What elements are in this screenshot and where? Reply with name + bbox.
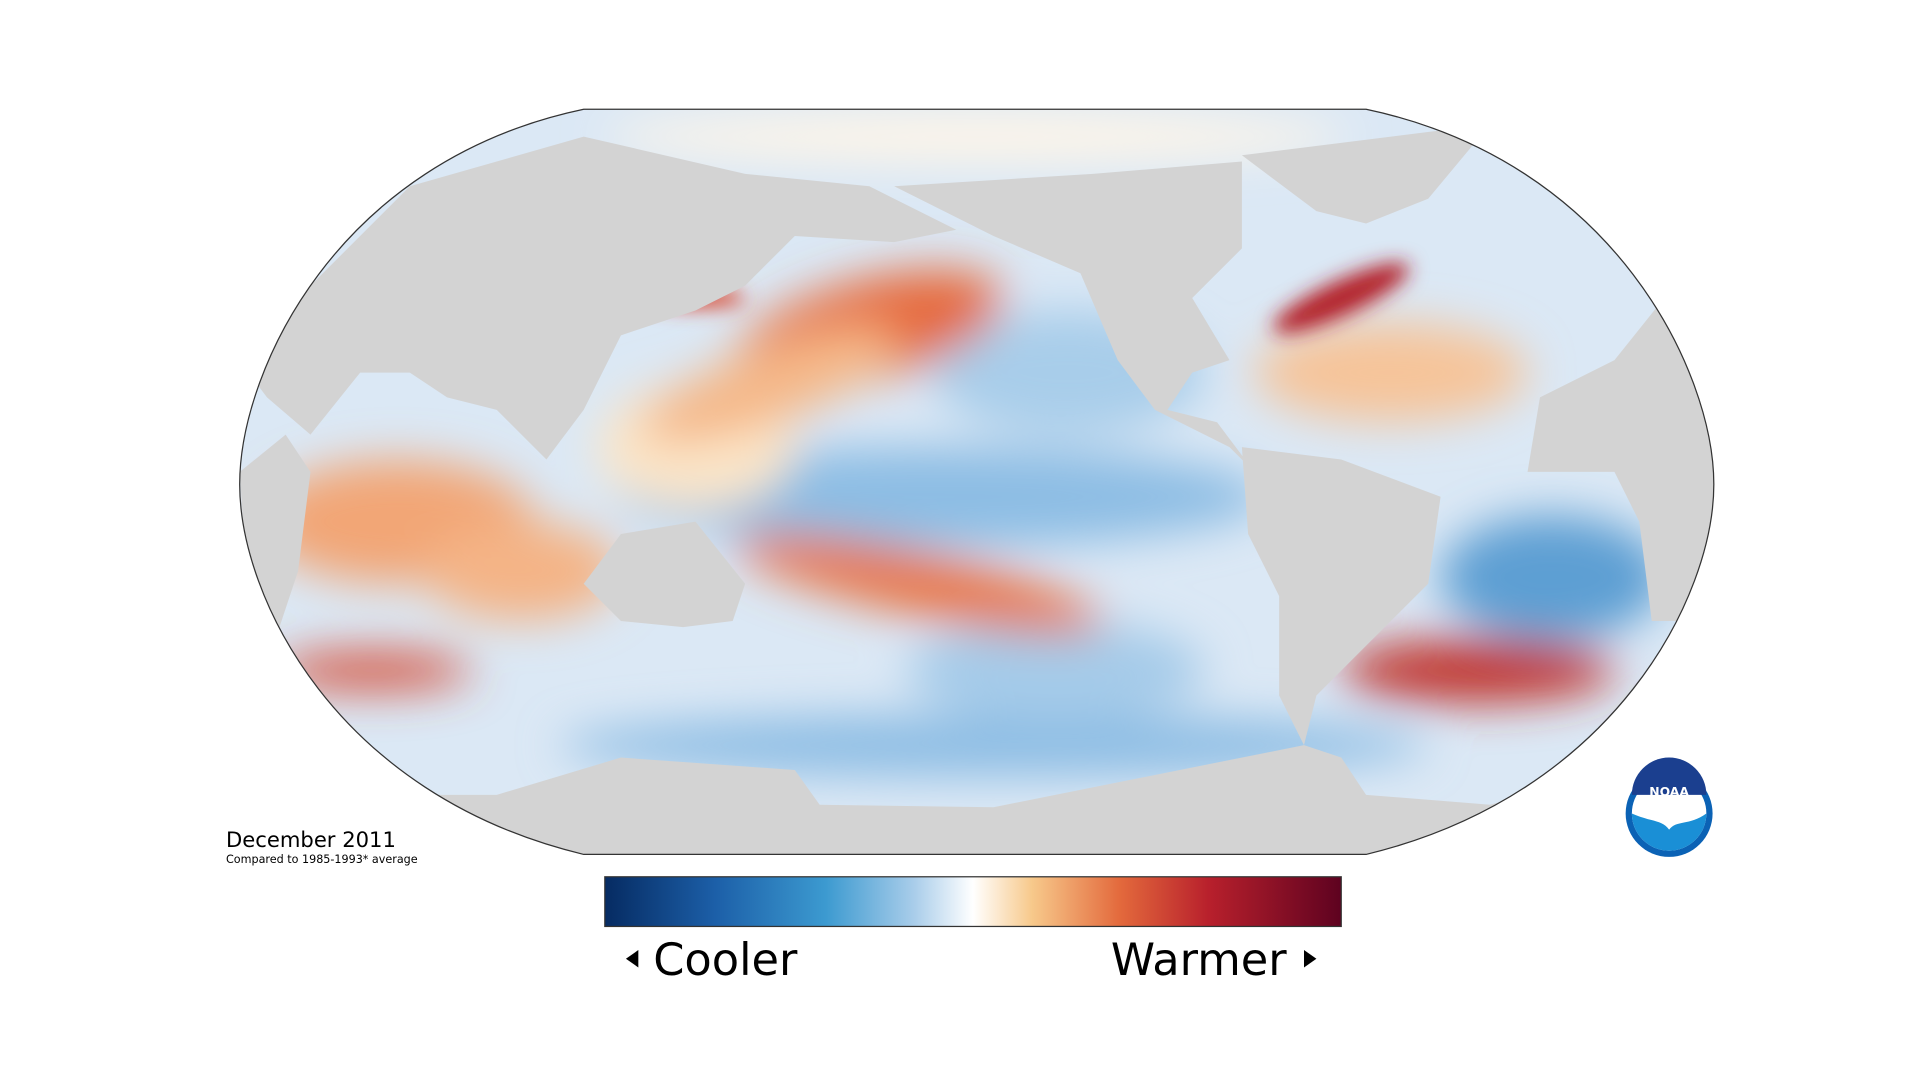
high-label: Warmer xyxy=(1111,934,1287,986)
baseline-note: Compared to 1985-1993* average xyxy=(226,853,418,866)
arrow-left xyxy=(625,950,639,968)
map-frame xyxy=(239,108,1715,856)
noaa-logo: NOAA xyxy=(1625,757,1713,857)
low-label: Cooler xyxy=(653,934,798,986)
color-scale xyxy=(604,876,1342,928)
map-date: December 2011 xyxy=(226,827,396,852)
arrow-right xyxy=(1303,950,1317,968)
land xyxy=(239,124,1714,855)
map: December 2011 Compared to 1985-1993* ave… xyxy=(226,108,1715,986)
ocean-anomaly xyxy=(239,109,1714,855)
logo-text: NOAA xyxy=(1649,784,1689,799)
